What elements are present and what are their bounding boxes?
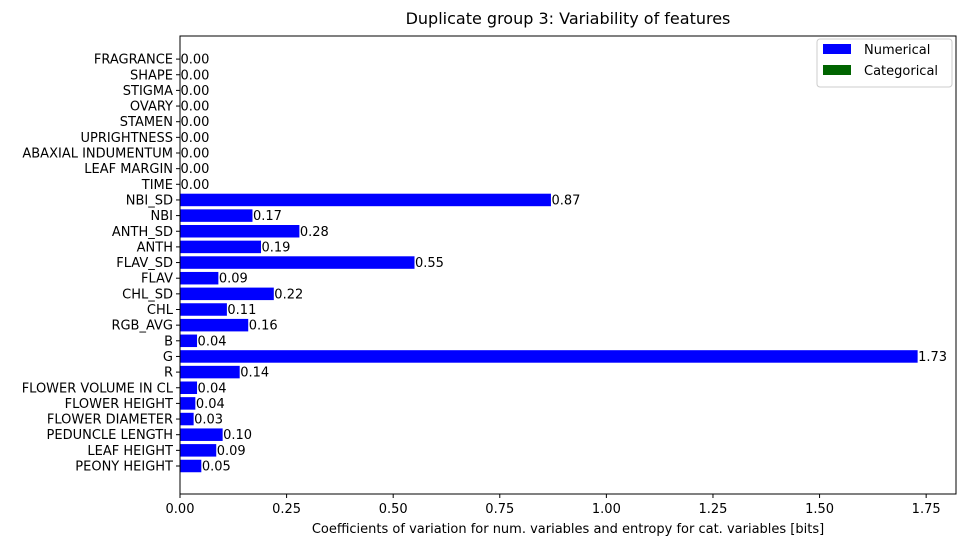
bar-value-label: 0.11 [227, 303, 256, 318]
bar-value-label: 0.05 [202, 460, 231, 475]
bars-layer [180, 193, 918, 473]
x-tick-label: 0.00 [166, 502, 195, 517]
bar-value-label: 0.00 [181, 68, 210, 83]
bar-value-label: 0.03 [194, 413, 223, 428]
bar-value-label: 0.04 [198, 381, 227, 396]
bar [180, 303, 227, 316]
bar [180, 256, 415, 269]
y-tick-label: G [163, 350, 173, 365]
legend-swatch [823, 65, 851, 75]
y-tick-label: RGB_AVG [111, 319, 173, 334]
x-tick-label: 1.50 [805, 502, 834, 517]
bar-value-label: 0.55 [415, 256, 444, 271]
y-tick-label: PEDUNCLE LENGTH [47, 428, 173, 443]
bar-value-label: 0.04 [198, 334, 227, 349]
bar [180, 397, 196, 410]
y-tick-label: STAMEN [120, 115, 173, 130]
bar-value-label: 0.00 [181, 115, 210, 130]
y-tick-label: STIGMA [123, 84, 173, 99]
bar-value-label: 0.00 [181, 147, 210, 162]
bar [180, 459, 202, 473]
y-tick-label: ANTH_SD [112, 225, 173, 240]
bar-value-label: 0.00 [181, 131, 210, 146]
bar [180, 287, 274, 301]
x-tick-label: 1.00 [592, 502, 621, 517]
y-tick-label: B [164, 334, 173, 349]
y-tick-label: FLOWER DIAMETER [47, 413, 173, 428]
plot-frame [179, 35, 957, 495]
bar-value-label: 0.00 [181, 53, 210, 68]
legend: Numerical Categorical [816, 38, 953, 88]
x-tick-label: 0.50 [379, 502, 408, 517]
x-tick-label: 1.25 [698, 502, 727, 517]
x-tick-label: 0.25 [272, 502, 301, 517]
bar-value-label: 0.09 [217, 444, 246, 459]
bar [180, 225, 300, 238]
bar-value-label: 0.00 [181, 100, 210, 115]
y-tick-label: OVARY [130, 100, 173, 115]
chart-title: Duplicate group 3: Variability of featur… [406, 9, 731, 28]
value-labels-layer: 0.050.090.100.030.040.040.141.730.040.16… [181, 53, 948, 475]
y-tick-label: LEAF MARGIN [84, 162, 173, 177]
x-tick-label: 0.75 [485, 502, 514, 517]
legend-label: Numerical [864, 43, 930, 58]
y-tick-label: NBI [151, 209, 173, 224]
bar-value-label: 0.87 [551, 193, 580, 208]
y-tick-label: R [164, 366, 173, 381]
bar-value-label: 0.22 [274, 287, 303, 302]
bar-value-label: 0.14 [240, 366, 269, 381]
bar [180, 318, 249, 332]
y-tick-label: UPRIGHTNESS [81, 131, 173, 146]
y-tick-label: FLAV_SD [116, 256, 173, 271]
bar [180, 209, 253, 222]
bar-value-label: 0.00 [181, 178, 210, 193]
y-tick-label: FLAV [141, 272, 173, 287]
bar-value-label: 0.10 [223, 428, 252, 443]
bar [180, 240, 262, 254]
y-tick-label: SHAPE [130, 68, 173, 83]
bar [180, 334, 198, 348]
x-tick-label: 1.75 [912, 502, 941, 517]
bar-value-label: 0.00 [181, 162, 210, 177]
bar-value-label: 0.04 [196, 397, 225, 412]
bar-value-label: 0.19 [262, 240, 291, 255]
y-tick-label: CHL [147, 303, 174, 318]
y-tick-label: PEONY HEIGHT [75, 460, 173, 475]
y-tick-label: ABAXIAL INDUMENTUM [22, 147, 173, 162]
y-tick-label: TIME [141, 178, 173, 193]
y-tick-label: FRAGRANCE [94, 53, 173, 68]
bar-value-label: 1.73 [918, 350, 947, 365]
bar [180, 365, 240, 379]
y-tick-label: LEAF HEIGHT [87, 444, 173, 459]
y-tick-label: NBI_SD [126, 193, 173, 208]
y-tick-label: FLOWER VOLUME IN CL [22, 381, 174, 396]
bar-value-label: 0.28 [300, 225, 329, 240]
bar [180, 428, 223, 441]
bar [180, 412, 194, 426]
bar-value-label: 0.00 [181, 84, 210, 99]
bar-value-label: 0.09 [219, 272, 248, 287]
bar [180, 444, 217, 457]
bar-value-label: 0.16 [249, 319, 278, 334]
y-tick-label: CHL_SD [122, 287, 173, 302]
x-axis-ticks: 0.00 0.25 0.50 0.75 1.00 1.25 1.50 1.75 [166, 494, 941, 517]
y-tick-label: ANTH [137, 240, 173, 255]
bar [180, 271, 219, 285]
bar [180, 350, 918, 363]
bar [180, 381, 198, 394]
bar-value-label: 0.17 [253, 209, 282, 224]
x-axis-label: Coefficients of variation for num. varia… [312, 522, 824, 537]
bar [180, 193, 551, 207]
y-tick-label: FLOWER HEIGHT [65, 397, 173, 412]
legend-swatch [823, 44, 851, 54]
legend-label: Categorical [864, 64, 938, 79]
